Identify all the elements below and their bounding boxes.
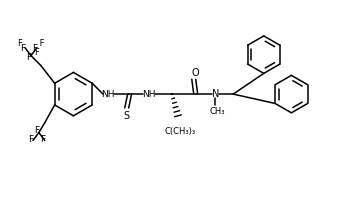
Text: F: F (34, 48, 39, 57)
Text: CH₃: CH₃ (210, 107, 225, 116)
Text: NH: NH (143, 90, 156, 99)
Text: F: F (40, 135, 45, 144)
Text: F: F (32, 44, 37, 53)
Text: F: F (20, 44, 26, 53)
Text: N: N (212, 89, 219, 99)
Text: F: F (29, 135, 33, 144)
Text: S: S (124, 111, 130, 121)
Text: F  F: F F (18, 39, 44, 48)
Text: C(CH₃)₃: C(CH₃)₃ (164, 127, 195, 136)
Text: NH: NH (101, 90, 115, 99)
Text: F: F (34, 126, 39, 135)
Text: F: F (26, 53, 32, 62)
Text: O: O (192, 68, 200, 78)
